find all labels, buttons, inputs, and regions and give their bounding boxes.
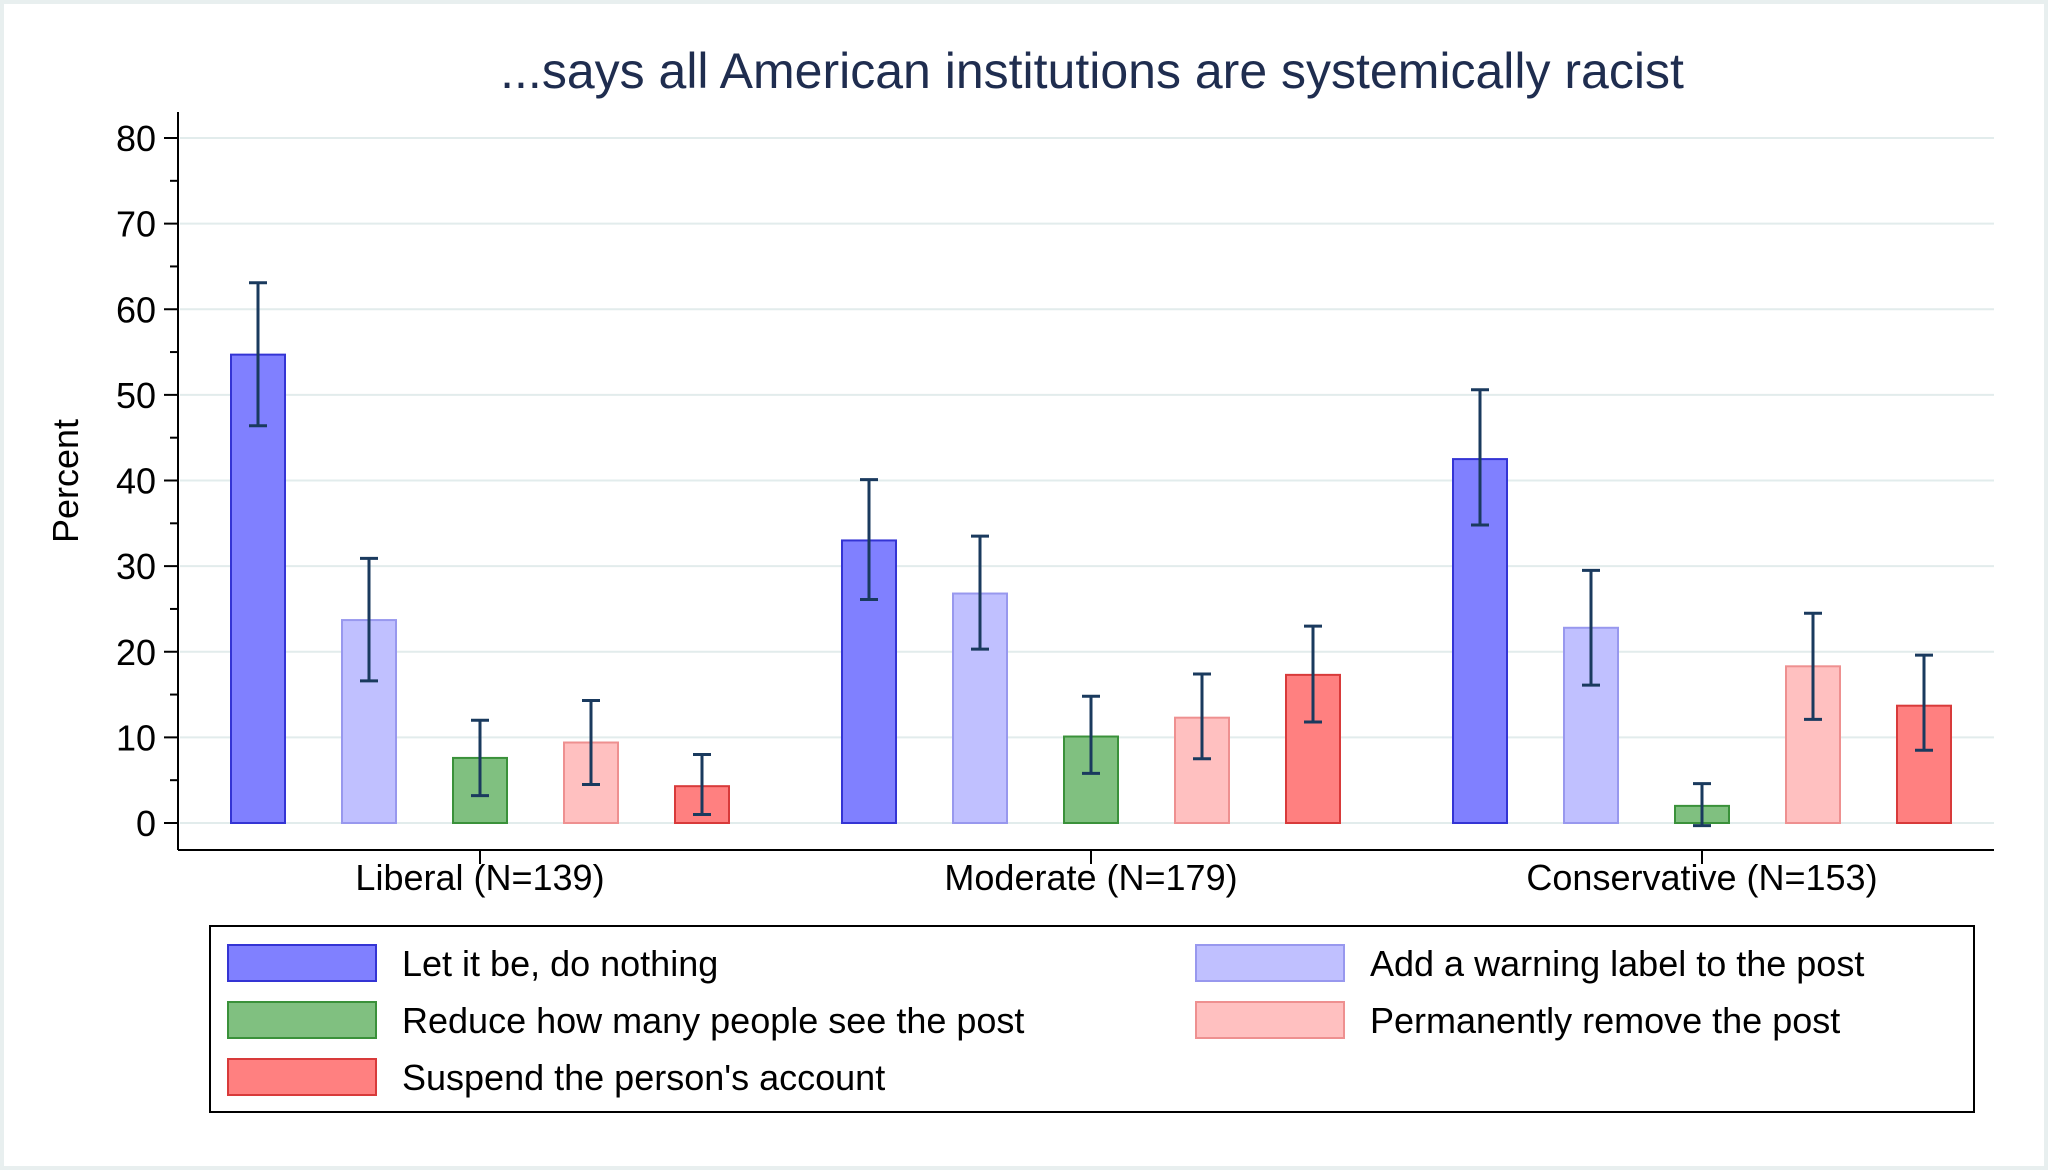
legend-swatch [1195, 944, 1345, 982]
chart-title: ...says all American institutions are sy… [500, 43, 1684, 99]
y-axis-title: Percent [45, 419, 86, 543]
legend-box [209, 925, 1975, 1113]
legend-label: Reduce how many people see the post [402, 1000, 1024, 1041]
y-tick-label: 10 [116, 717, 156, 758]
bar [1174, 716, 1230, 825]
x-tick-label: Conservative (N=153) [1526, 857, 1877, 898]
y-tick-label: 0 [136, 803, 156, 844]
bar [230, 353, 286, 824]
x-tick-label: Liberal (N=139) [355, 857, 604, 898]
legend: Let it be, do nothing Add a warning label… [209, 925, 1975, 1113]
y-tick-label: 20 [116, 632, 156, 673]
y-tick-label: 50 [116, 375, 156, 416]
legend-swatch [227, 944, 377, 982]
legend-swatch [227, 1058, 377, 1096]
legend-swatch [1195, 1001, 1345, 1039]
y-axis: 0 10 20 30 40 50 60 70 80 [116, 118, 178, 844]
y-tick-label: 70 [116, 204, 156, 245]
legend-label: Permanently remove the post [1370, 1000, 1840, 1041]
x-axis: Liberal (N=139) Moderate (N=179) Conservat… [355, 850, 1878, 898]
y-tick-label: 80 [116, 118, 156, 159]
y-tick-label: 60 [116, 289, 156, 330]
error-bars [249, 281, 1933, 828]
legend-label: Suspend the person's account [402, 1057, 885, 1098]
x-tick-label: Moderate (N=179) [944, 857, 1237, 898]
y-tick-label: 30 [116, 546, 156, 587]
legend-label: Let it be, do nothing [402, 943, 718, 984]
legend-label: Add a warning label to the post [1370, 943, 1864, 984]
y-tick-label: 40 [116, 461, 156, 502]
legend-swatch [227, 1001, 377, 1039]
